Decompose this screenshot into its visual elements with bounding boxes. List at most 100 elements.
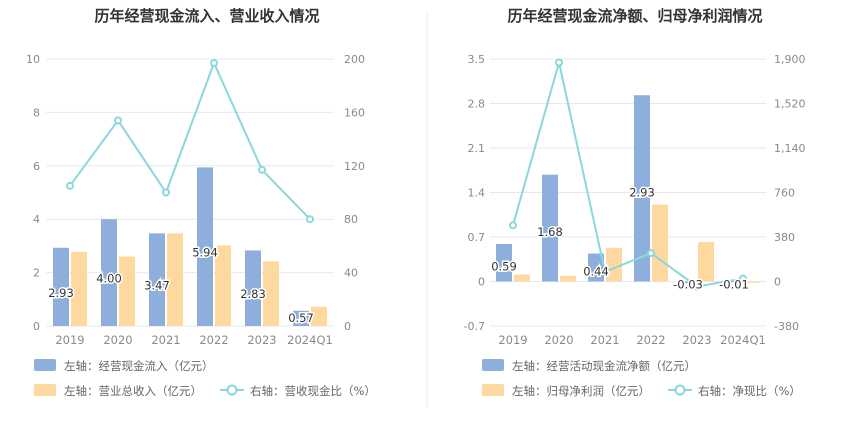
bar-cash-inflow[interactable] [197, 167, 213, 326]
data-label: 3.47 [144, 279, 170, 293]
legend-label-ratio[interactable]: 右轴：营收现金比（%） [250, 384, 376, 398]
x-axis-tick-label: 2021 [151, 333, 180, 347]
line-point[interactable] [739, 274, 747, 283]
legend-label-cash-ratio[interactable]: 右轴：净现比（%） [698, 384, 801, 398]
data-label: 2.93 [48, 286, 74, 300]
x-axis-tick-label: 2022 [199, 333, 228, 347]
data-label: 5.94 [192, 246, 218, 260]
line-point[interactable] [306, 215, 314, 224]
bar-net-profit[interactable] [652, 204, 668, 282]
legend-label-net-profit[interactable]: 左轴：归母净利润（亿元） [512, 384, 650, 398]
chart-title: 历年经营现金流入、营业收入情况 [94, 7, 319, 25]
bar-net-profit[interactable] [514, 274, 530, 282]
bar-net-profit[interactable] [698, 242, 714, 282]
bar-net-profit[interactable] [606, 247, 622, 282]
bar-net-cash-flow[interactable] [680, 281, 696, 284]
line-point[interactable] [114, 116, 122, 125]
line-point[interactable] [162, 188, 170, 197]
bar-revenue[interactable] [119, 256, 135, 326]
bar-cash-inflow[interactable] [149, 233, 165, 326]
bar-revenue[interactable] [167, 233, 183, 326]
legend-swatch-cash-inflow [34, 359, 56, 371]
x-axis-tick-label: 2024Q1 [287, 333, 333, 347]
bar-revenue[interactable] [311, 306, 327, 326]
x-axis-tick-label: 2020 [544, 333, 573, 347]
right-axis-tick-label: 380 [774, 231, 795, 244]
left-axis-tick-label: 2.8 [468, 98, 486, 111]
left-axis-tick-label: 0 [33, 320, 40, 333]
right-axis-tick-label: 200 [344, 53, 365, 66]
x-axis-tick-label: 2023 [247, 333, 276, 347]
chart-title: 历年经营现金流净额、归母净利润情况 [507, 7, 762, 25]
x-axis-tick-label: 2019 [55, 333, 84, 347]
bar-net-cash-flow[interactable] [634, 95, 650, 282]
right-axis-tick-label: 0 [344, 320, 351, 333]
ratio-line [512, 62, 744, 288]
line-point[interactable] [601, 267, 609, 276]
data-label: 0.59 [491, 260, 517, 274]
right-axis-tick-label: 120 [344, 160, 365, 173]
bar-net-cash-flow[interactable] [726, 281, 742, 283]
right-axis-tick-label: 1,140 [774, 142, 806, 155]
bar-net-cash-flow[interactable] [496, 243, 512, 282]
line-point[interactable] [509, 221, 517, 230]
right-axis-tick-label: 40 [344, 267, 358, 280]
line-point[interactable] [555, 58, 563, 67]
bar-net-profit[interactable] [744, 281, 760, 283]
legend: 左轴：经营活动现金流净额（亿元） 左轴：归母净利润（亿元） 右轴：净现比（%） [482, 359, 801, 398]
left-axis-tick-label: 8 [33, 106, 40, 119]
bar-cash-inflow[interactable] [293, 310, 309, 326]
line-point[interactable] [210, 59, 218, 68]
right-axis-tick-label: 80 [344, 213, 358, 226]
right-axis-tick-label: 1,900 [774, 53, 806, 66]
cash-inflow-revenue-chart: 历年经营现金流入、营业收入情况 0 2 4 6 8 10 0 40 80 120 160 200 2… [26, 7, 376, 398]
data-label: 2.93 [629, 185, 655, 199]
right-axis-tick-label: -380 [774, 320, 799, 333]
data-label: 0.57 [288, 311, 314, 325]
legend-label-net-cash-flow[interactable]: 左轴：经营活动现金流净额（亿元） [512, 359, 696, 373]
left-axis-tick-label: 0.7 [468, 231, 486, 244]
left-axis-tick-label: 2 [33, 267, 40, 280]
x-axis-tick-label: 2024Q1 [720, 333, 766, 347]
right-axis-tick-label: 0 [774, 276, 781, 289]
bar-cash-inflow[interactable] [245, 250, 261, 326]
legend-label-cash-inflow[interactable]: 左轴：经营现金流入（亿元） [64, 359, 214, 373]
x-axis-tick-label: 2020 [103, 333, 132, 347]
data-label: -0.01 [719, 278, 749, 292]
left-axis-tick-label: 2.1 [468, 142, 486, 155]
legend-marker-cash-ratio [674, 384, 686, 396]
line-point[interactable] [693, 282, 701, 291]
legend-label-revenue[interactable]: 左轴：营业总收入（亿元） [64, 384, 202, 398]
left-axis-tick-label: 0 [478, 276, 485, 289]
data-label: 2.83 [240, 287, 266, 301]
x-axis-tick-label: 2019 [498, 333, 527, 347]
legend-swatch-net-cash-flow [482, 359, 504, 371]
line-point[interactable] [258, 165, 266, 174]
bar-net-cash-flow[interactable] [588, 253, 604, 282]
bar-revenue[interactable] [215, 245, 231, 326]
bar-cash-inflow[interactable] [101, 219, 117, 326]
ratio-line [69, 60, 311, 220]
bar-net-cash-flow[interactable] [542, 174, 558, 282]
legend-marker-ratio [226, 384, 238, 396]
left-axis-tick-label: 4 [33, 213, 40, 226]
left-axis-tick-label: 10 [26, 53, 40, 66]
left-axis-tick-label: 3.5 [468, 53, 486, 66]
right-axis-tick-label: 1,520 [774, 98, 806, 111]
bar-net-profit[interactable] [560, 275, 576, 282]
data-label: -0.03 [673, 278, 703, 292]
left-axis-tick-label: 1.4 [468, 187, 486, 200]
line-point[interactable] [66, 181, 74, 190]
line-point[interactable] [647, 249, 655, 258]
x-axis-tick-label: 2023 [682, 333, 711, 347]
bar-revenue[interactable] [71, 251, 87, 326]
net-cash-flow-profit-chart: 历年经营现金流净额、归母净利润情况 -0.7 0 0.7 1.4 2.1 2.8 3.5 -… [464, 7, 806, 398]
right-axis-tick-label: 160 [344, 106, 365, 119]
bar-cash-inflow[interactable] [53, 247, 69, 326]
x-axis-tick-label: 2022 [636, 333, 665, 347]
data-label: 4.00 [96, 272, 122, 286]
x-axis-tick-label: 2021 [590, 333, 619, 347]
right-axis-tick-label: 760 [774, 187, 795, 200]
bar-revenue[interactable] [263, 261, 279, 326]
